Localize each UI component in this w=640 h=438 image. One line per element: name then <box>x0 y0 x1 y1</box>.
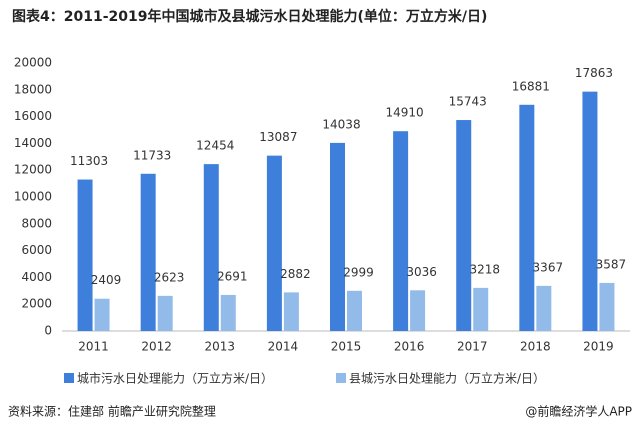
y-tick-label: 2000 <box>21 297 52 311</box>
bar <box>283 292 299 331</box>
value-label: 14910 <box>386 106 424 120</box>
x-tick-label: 2012 <box>141 340 172 354</box>
x-tick-label: 2011 <box>78 340 109 354</box>
y-tick-label: 8000 <box>21 216 52 230</box>
legend-swatch <box>336 373 346 383</box>
chart-title: 图表4：2011-2019年中国城市及县城污水日处理能力(单位：万立方米/日) <box>12 8 487 25</box>
bar <box>393 131 409 331</box>
value-label: 13087 <box>259 130 297 144</box>
bar <box>157 295 173 331</box>
bar <box>77 179 93 331</box>
legend-label: 县城污水日处理能力（万立方米/日） <box>349 371 545 386</box>
value-label: 2409 <box>91 273 122 287</box>
value-label: 12454 <box>196 139 234 153</box>
x-tick-label: 2017 <box>457 340 488 354</box>
bar <box>94 298 110 331</box>
bar <box>410 290 426 331</box>
x-tick-label: 2016 <box>394 340 425 354</box>
value-label: 15743 <box>449 95 487 109</box>
x-tick-label: 2015 <box>331 340 362 354</box>
value-label: 11733 <box>133 148 171 162</box>
y-tick-label: 12000 <box>14 163 52 177</box>
legend-swatch <box>64 373 74 383</box>
bar <box>536 285 552 331</box>
y-tick-label: 6000 <box>21 243 52 257</box>
y-tick-label: 20000 <box>14 56 52 70</box>
bar <box>220 294 236 331</box>
bar <box>582 91 598 331</box>
value-label: 2999 <box>343 265 374 279</box>
bar <box>330 142 345 331</box>
x-tick-label: 2013 <box>205 340 236 354</box>
bar <box>347 290 362 331</box>
x-tick-label: 2019 <box>583 340 614 354</box>
bar <box>456 120 472 332</box>
legend-label: 城市污水日处理能力（万立方米/日） <box>77 371 273 386</box>
y-tick-label: 18000 <box>14 82 52 96</box>
bar <box>599 282 615 331</box>
credit: @前瞻经济学人APP <box>525 404 632 419</box>
value-label: 2691 <box>217 269 248 283</box>
y-tick-label: 4000 <box>21 270 52 284</box>
y-tick-label: 16000 <box>14 109 52 123</box>
x-tick-label: 2014 <box>268 340 299 354</box>
value-label: 3587 <box>596 257 627 271</box>
value-label: 3036 <box>406 265 437 279</box>
bar <box>473 287 489 331</box>
y-tick-label: 14000 <box>14 136 52 150</box>
value-label: 17863 <box>575 66 613 80</box>
value-label: 3218 <box>469 262 500 276</box>
value-label: 2623 <box>154 270 185 284</box>
source: 资料来源：住建部 前瞻产业研究院整理 <box>8 404 216 419</box>
bar <box>266 155 282 331</box>
value-label: 2882 <box>280 267 311 281</box>
y-tick-label: 10000 <box>14 190 52 204</box>
bar <box>140 173 156 331</box>
bar <box>519 104 535 331</box>
x-tick-label: 2018 <box>520 340 551 354</box>
value-label: 16881 <box>512 79 550 93</box>
value-label: 11303 <box>70 154 108 168</box>
value-label: 3367 <box>533 260 564 274</box>
bar <box>203 164 219 331</box>
y-tick-label: 0 <box>44 324 52 338</box>
value-label: 14038 <box>322 117 360 131</box>
